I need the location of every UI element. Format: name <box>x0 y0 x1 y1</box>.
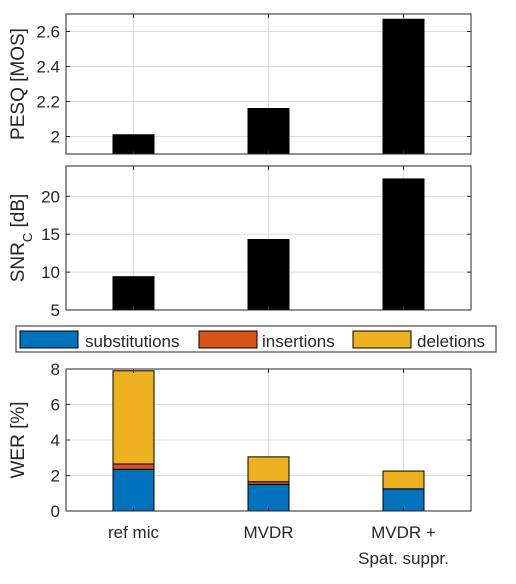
chart-panel-2: 5 10 15 20 SNRC [dB] <box>8 165 472 320</box>
bar-insertions <box>112 463 155 470</box>
y-tick-label: 15 <box>41 225 60 244</box>
y-axis-label: WER [%] <box>8 401 29 478</box>
x-tick-label: MVDR + <box>371 523 436 542</box>
chart-panel-1: 2 2.2 2.4 2.6 PESQ [MOS] <box>8 13 472 155</box>
y-tick-label: 6 <box>51 396 60 415</box>
y-tick-label: 4 <box>51 431 60 450</box>
y-tick-label: 8 <box>51 360 60 379</box>
bar <box>112 276 155 311</box>
y-tick-label: 10 <box>41 263 60 282</box>
legend-swatch-insertions <box>198 330 258 349</box>
legend: substitutions insertions deletions <box>15 325 497 353</box>
bar-substitutions <box>247 483 290 512</box>
x-tick-label: ref mic <box>108 523 160 542</box>
bar <box>382 18 425 155</box>
y-tick-label: 2 <box>51 467 60 486</box>
x-tick-label: MVDR <box>243 523 293 542</box>
y-tick-label: 2.4 <box>36 58 60 77</box>
y-tick-label: 2 <box>51 128 60 147</box>
chart-panel-3: 0 2 4 6 8 WER [%] ref mic MVDR MVDR + Spat. suppr… <box>8 325 497 568</box>
legend-label-insertions: insertions <box>262 332 335 351</box>
bar-substitutions <box>112 468 155 512</box>
y-axis-label: PESQ [MOS] <box>8 28 29 140</box>
x-tick-label: Spat. suppr. <box>358 549 449 568</box>
bar-deletions <box>382 470 425 490</box>
y-tick-label: 5 <box>51 301 60 320</box>
y-tick-label: 2.6 <box>36 23 60 42</box>
y-tick-label: 20 <box>41 187 60 206</box>
y-tick-label: 2.2 <box>36 93 60 112</box>
bar-deletions <box>247 456 290 483</box>
bar <box>247 239 290 311</box>
y-tick-label: 0 <box>51 502 60 521</box>
bar <box>382 178 425 311</box>
legend-label-substitutions: substitutions <box>85 332 180 351</box>
legend-label-deletions: deletions <box>417 332 485 351</box>
legend-swatch-substitutions <box>19 330 79 349</box>
bar-deletions <box>112 370 155 465</box>
legend-swatch-deletions <box>352 330 412 349</box>
y-axis-label: SNRC [dB] <box>8 194 35 283</box>
bar <box>247 108 290 155</box>
